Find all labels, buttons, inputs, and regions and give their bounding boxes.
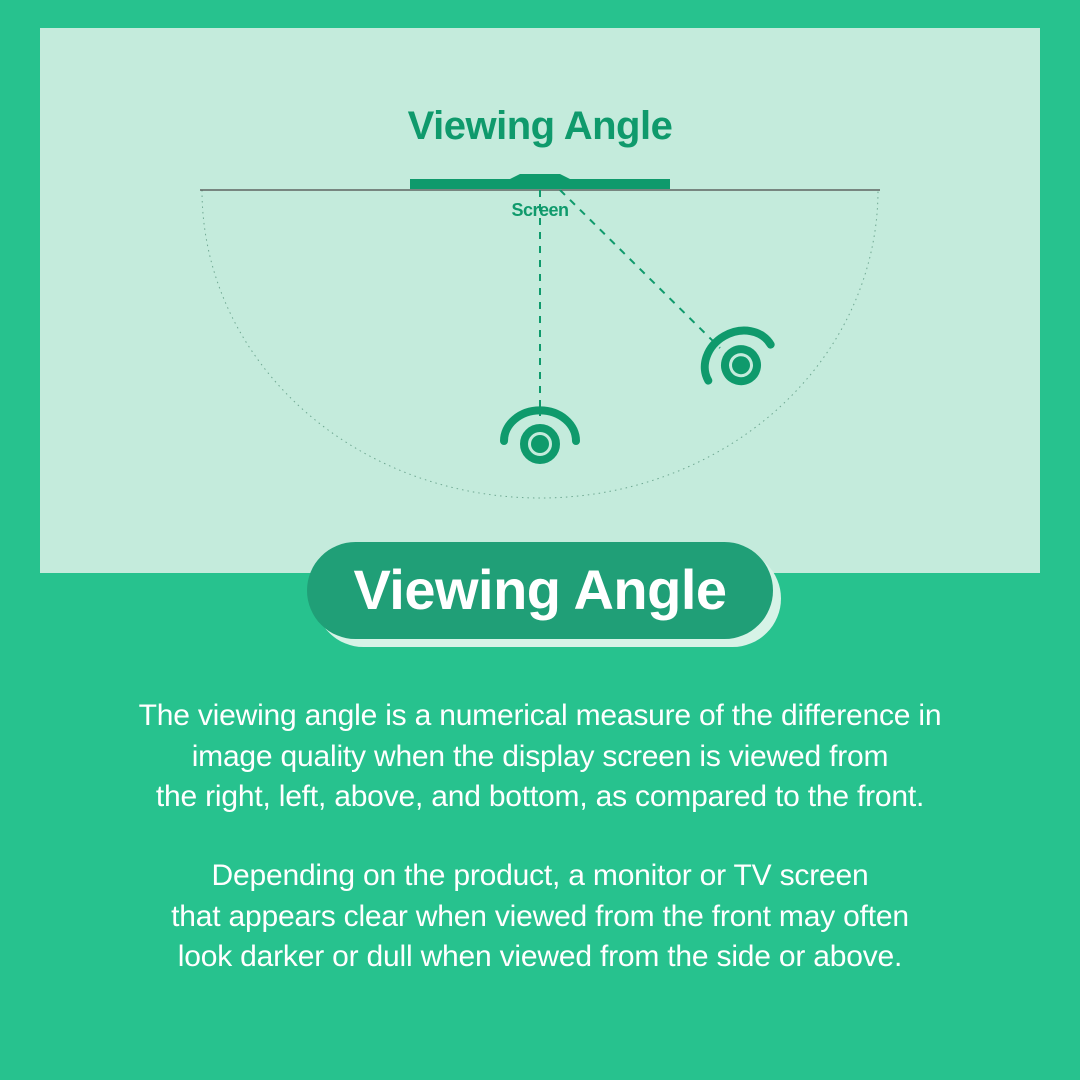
eye-icon: [693, 318, 780, 397]
title-badge: Viewing Angle: [307, 542, 772, 639]
infographic-card: Viewing Angle Screen Viewing Angle The v…: [0, 0, 1080, 1080]
title-badge-shadow: Viewing Angle: [307, 542, 772, 639]
eye-icon: [504, 410, 576, 460]
body-paragraph-2: Depending on the product, a monitor or T…: [40, 856, 1040, 978]
screen-bar-icon: [410, 174, 670, 189]
screen-label: Screen: [40, 200, 1040, 221]
title-badge-wrap: Viewing Angle: [0, 542, 1080, 639]
diagram-title: Viewing Angle: [40, 104, 1040, 149]
body-paragraph-1: The viewing angle is a numerical measure…: [40, 696, 1040, 818]
diagram-panel: Viewing Angle Screen: [40, 28, 1040, 573]
